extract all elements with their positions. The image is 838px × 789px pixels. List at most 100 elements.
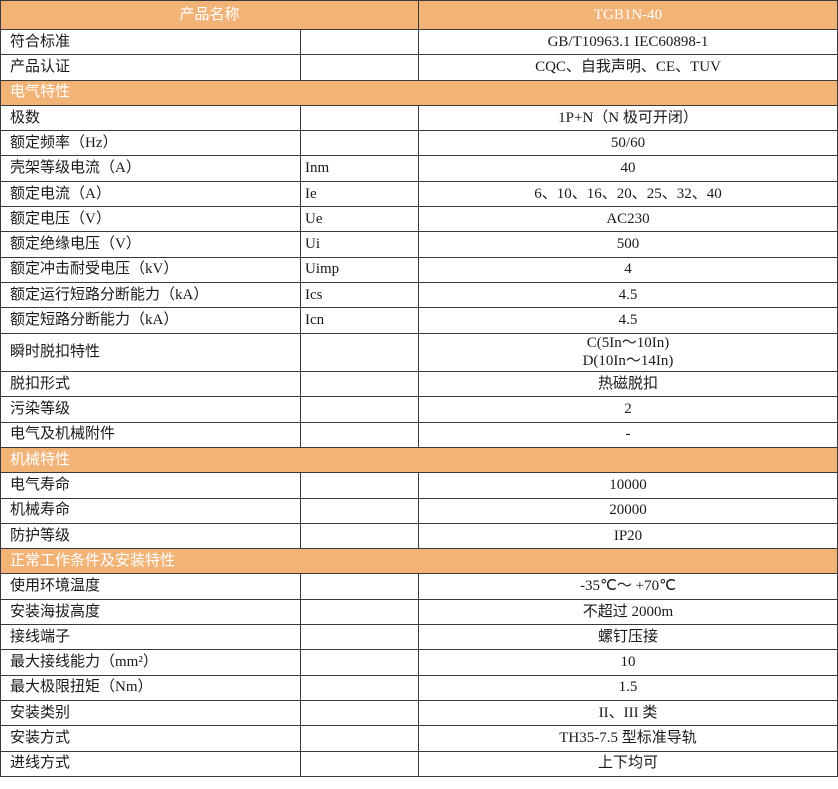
spec-row: 额定冲击耐受电压（kV） Uimp 4 bbox=[0, 256, 838, 283]
spec-label: 极数 bbox=[0, 104, 301, 132]
spec-value: 4.5 bbox=[418, 307, 838, 334]
spec-value: 40 bbox=[418, 155, 838, 182]
spec-row: 安装海拔高度 不超过 2000m bbox=[0, 598, 838, 626]
spec-row: 额定电压（V） Ue AC230 bbox=[0, 206, 838, 233]
spec-value: 4.5 bbox=[418, 281, 838, 309]
spec-value: 10 bbox=[418, 649, 838, 676]
section-header-label: 机械特性 bbox=[0, 446, 838, 474]
spec-label: 使用环境温度 bbox=[0, 573, 301, 600]
spec-symbol: Ue bbox=[299, 206, 420, 233]
spec-label: 防护等级 bbox=[0, 522, 301, 550]
spec-symbol bbox=[299, 28, 420, 56]
spec-value: 2 bbox=[418, 396, 838, 423]
spec-row: 机械寿命 20000 bbox=[0, 497, 838, 524]
spec-symbol bbox=[299, 497, 420, 524]
spec-value-line-2: D(10In～14In) bbox=[582, 353, 674, 370]
spec-label: 机械寿命 bbox=[0, 497, 301, 524]
spec-label: 电气及机械附件 bbox=[0, 421, 301, 448]
spec-label: 安装方式 bbox=[0, 725, 301, 752]
spec-symbol bbox=[299, 130, 420, 157]
spec-value: 10000 bbox=[418, 472, 838, 499]
spec-value: 50/60 bbox=[418, 130, 838, 157]
product-model-header: TGB1N-40 bbox=[418, 0, 838, 30]
spec-row: 额定短路分断能力（kA） Icn 4.5 bbox=[0, 307, 838, 334]
spec-label: 产品认证 bbox=[0, 54, 301, 81]
spec-row: 极数 1P+N（N 极可开闭） bbox=[0, 104, 838, 132]
spec-value: GB/T10963.1 IEC60898-1 bbox=[418, 28, 838, 56]
spec-value: 上下均可 bbox=[418, 750, 838, 777]
spec-row: 防护等级 IP20 bbox=[0, 522, 838, 550]
spec-symbol bbox=[299, 421, 420, 448]
spec-value: II、III 类 bbox=[418, 699, 838, 727]
section-header-label: 电气特性 bbox=[0, 79, 838, 106]
spec-row: 安装方式 TH35-7.5 型标准导轨 bbox=[0, 725, 838, 752]
spec-label: 电气寿命 bbox=[0, 472, 301, 499]
spec-label: 符合标准 bbox=[0, 28, 301, 56]
spec-symbol bbox=[299, 54, 420, 81]
spec-label: 进线方式 bbox=[0, 750, 301, 777]
section-header-label: 正常工作条件及安装特性 bbox=[0, 548, 838, 575]
spec-label: 壳架等级电流（A） bbox=[0, 155, 301, 182]
spec-label: 安装海拔高度 bbox=[0, 598, 301, 626]
spec-row: 安装类别 II、III 类 bbox=[0, 699, 838, 727]
spec-symbol bbox=[299, 371, 420, 398]
spec-symbol bbox=[299, 472, 420, 499]
spec-value: C(5In～10In) D(10In～14In) bbox=[418, 332, 838, 373]
spec-row: 进线方式 上下均可 bbox=[0, 750, 838, 777]
spec-row: 接线端子 螺钉压接 bbox=[0, 624, 838, 651]
spec-label: 额定电压（V） bbox=[0, 206, 301, 233]
spec-value: 6、10、16、20、25、32、40 bbox=[418, 180, 838, 208]
spec-value: 20000 bbox=[418, 497, 838, 524]
spec-symbol bbox=[299, 598, 420, 626]
spec-label: 最大接线能力（mm²） bbox=[0, 649, 301, 676]
spec-label: 最大极限扭矩（Nm） bbox=[0, 674, 301, 701]
spec-value: - bbox=[418, 421, 838, 448]
spec-row: 额定电流（A） Ie 6、10、16、20、25、32、40 bbox=[0, 180, 838, 208]
spec-symbol: Ics bbox=[299, 281, 420, 309]
spec-row: 脱扣形式 热磁脱扣 bbox=[0, 371, 838, 398]
spec-label: 瞬时脱扣特性 bbox=[0, 332, 301, 373]
spec-value: 500 bbox=[418, 231, 838, 258]
spec-row: 额定运行短路分断能力（kA） Ics 4.5 bbox=[0, 281, 838, 309]
spec-label: 污染等级 bbox=[0, 396, 301, 423]
spec-row: 使用环境温度 -35℃～ +70℃ bbox=[0, 573, 838, 600]
product-name-header: 产品名称 bbox=[0, 0, 420, 30]
spec-symbol: Ie bbox=[299, 180, 420, 208]
spec-value: CQC、自我声明、CE、TUV bbox=[418, 54, 838, 81]
spec-value: 螺钉压接 bbox=[418, 624, 838, 651]
spec-value: 1P+N（N 极可开闭） bbox=[418, 104, 838, 132]
spec-label: 额定短路分断能力（kA） bbox=[0, 307, 301, 334]
spec-symbol bbox=[299, 624, 420, 651]
spec-row: 产品认证 CQC、自我声明、CE、TUV bbox=[0, 54, 838, 81]
table-title-row: 产品名称 TGB1N-40 bbox=[0, 0, 838, 30]
spec-value: 不超过 2000m bbox=[418, 598, 838, 626]
spec-symbol bbox=[299, 699, 420, 727]
section-header-row: 正常工作条件及安装特性 bbox=[0, 548, 838, 575]
spec-row: 电气及机械附件 - bbox=[0, 421, 838, 448]
section-header-row: 机械特性 bbox=[0, 446, 838, 474]
spec-symbol: Ui bbox=[299, 231, 420, 258]
spec-symbol bbox=[299, 649, 420, 676]
spec-row: 电气寿命 10000 bbox=[0, 472, 838, 499]
spec-row: 最大极限扭矩（Nm） 1.5 bbox=[0, 674, 838, 701]
spec-label: 额定冲击耐受电压（kV） bbox=[0, 256, 301, 283]
spec-value: -35℃～ +70℃ bbox=[418, 573, 838, 600]
spec-symbol bbox=[299, 332, 420, 373]
spec-value: AC230 bbox=[418, 206, 838, 233]
spec-symbol bbox=[299, 725, 420, 752]
spec-symbol: Inm bbox=[299, 155, 420, 182]
spec-value: 1.5 bbox=[418, 674, 838, 701]
spec-value: 4 bbox=[418, 256, 838, 283]
spec-value: 热磁脱扣 bbox=[418, 371, 838, 398]
spec-symbol bbox=[299, 573, 420, 600]
spec-row: 额定绝缘电压（V） Ui 500 bbox=[0, 231, 838, 258]
spec-symbol bbox=[299, 104, 420, 132]
spec-label: 额定频率（Hz） bbox=[0, 130, 301, 157]
spec-symbol bbox=[299, 522, 420, 550]
spec-label: 安装类别 bbox=[0, 699, 301, 727]
spec-symbol bbox=[299, 396, 420, 423]
spec-row: 瞬时脱扣特性 C(5In～10In) D(10In～14In) bbox=[0, 332, 838, 373]
spec-row: 额定频率（Hz） 50/60 bbox=[0, 130, 838, 157]
